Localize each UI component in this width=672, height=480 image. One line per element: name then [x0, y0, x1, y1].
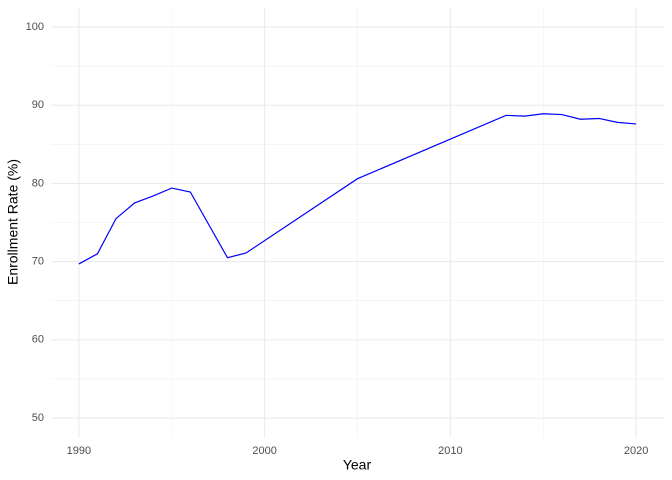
- y-tick-label: 50: [32, 412, 44, 424]
- x-tick-label: 1990: [67, 445, 91, 457]
- y-axis-title: Enrollment Rate (%): [5, 159, 21, 285]
- y-tick-label: 90: [32, 99, 44, 111]
- x-axis-title: Year: [343, 457, 372, 473]
- y-tick-label: 100: [26, 21, 44, 33]
- x-tick-label: 2010: [438, 445, 462, 457]
- y-tick-label: 80: [32, 177, 44, 189]
- x-tick-label: 2020: [624, 445, 648, 457]
- data-line: [78, 113, 637, 265]
- y-tick-label: 60: [32, 334, 44, 346]
- y-tick-label: 70: [32, 256, 44, 268]
- x-tick-label: 2000: [252, 445, 276, 457]
